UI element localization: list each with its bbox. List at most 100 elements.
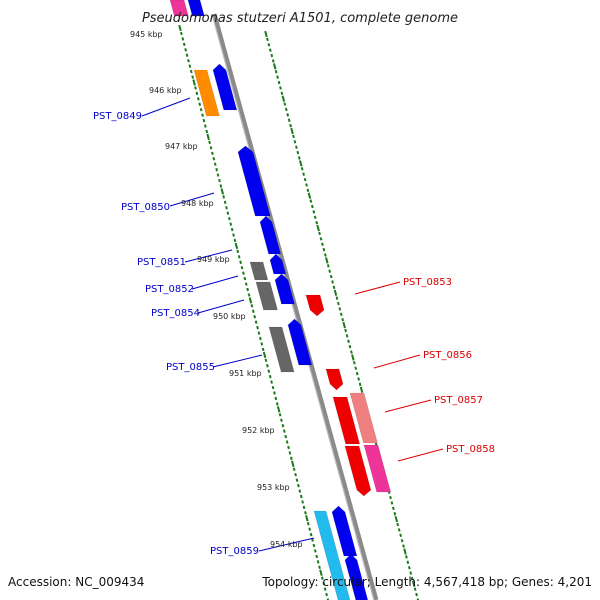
reverse-cds-pst-0856[interactable] <box>325 368 344 391</box>
gene-label-pst-0857[interactable]: PST_0857 <box>434 395 483 406</box>
major-tick <box>319 569 323 576</box>
gray-feature-pst-0851[interactable] <box>249 261 269 281</box>
minor-tick <box>282 429 286 433</box>
gene-label-pst-0851[interactable]: PST_0851 <box>137 257 186 268</box>
gene-label-pst-0855[interactable]: PST_0855 <box>166 362 215 373</box>
minor-tick <box>409 571 413 575</box>
gene-label-pst-0856[interactable]: PST_0856 <box>423 350 472 361</box>
minor-tick <box>216 173 220 177</box>
gene-label-pst-0852[interactable]: PST_0852 <box>145 284 194 295</box>
gray-feature-pst-0852[interactable] <box>255 281 278 311</box>
minor-tick <box>355 371 359 376</box>
kbp-label: 952 kbp <box>242 426 275 435</box>
minor-tick <box>191 75 195 79</box>
minor-tick <box>223 200 227 205</box>
major-tick <box>178 24 182 32</box>
minor-tick <box>322 247 326 252</box>
cyan-feature-pst-0859[interactable] <box>313 510 351 600</box>
gene-label-pst-0859[interactable]: PST_0859 <box>210 546 259 557</box>
orange-feature[interactable] <box>193 69 220 117</box>
minor-tick <box>202 118 206 123</box>
minor-tick <box>260 342 264 346</box>
minor-tick <box>188 64 192 68</box>
minor-tick <box>315 554 319 559</box>
label-leader-line <box>212 354 263 368</box>
minor-tick <box>321 242 324 246</box>
forward-cds-pst-0852[interactable] <box>274 273 295 305</box>
minor-tick <box>402 544 405 548</box>
forward-cds[interactable] <box>259 215 282 255</box>
accession-text: Accession: NC_009434 <box>8 575 144 589</box>
gene-label-pst-0854[interactable]: PST_0854 <box>151 308 200 319</box>
gene-label-pst-0849[interactable]: PST_0849 <box>93 111 142 122</box>
minor-tick <box>274 70 278 74</box>
minor-tick <box>182 42 186 47</box>
reverse-cds-pst-0853[interactable] <box>305 294 325 317</box>
label-leader-line <box>141 97 191 117</box>
forward-cds-pst-0855[interactable] <box>287 318 313 366</box>
minor-tick <box>250 304 254 308</box>
major-tick <box>342 321 346 329</box>
minor-tick <box>285 440 289 444</box>
label-leader-line <box>373 354 421 369</box>
minor-tick <box>267 43 271 47</box>
minor-tick <box>416 598 420 600</box>
minor-tick <box>287 445 290 450</box>
forward-cds-pst-0849[interactable] <box>212 63 238 111</box>
minor-tick <box>302 505 306 510</box>
minor-tick <box>257 331 261 335</box>
minor-tick <box>306 188 310 193</box>
minor-tick <box>310 204 314 209</box>
minor-tick <box>226 211 230 215</box>
minor-tick <box>357 377 361 381</box>
minor-tick <box>335 296 339 300</box>
label-leader-line <box>169 192 215 207</box>
genome-backbone-highlight <box>211 13 375 600</box>
forward-cds-pst-0851[interactable] <box>269 253 287 275</box>
minor-tick <box>302 172 305 176</box>
minor-tick <box>341 317 345 322</box>
reverse-cds-pst-0857[interactable] <box>332 396 361 445</box>
minor-tick <box>237 255 241 259</box>
minor-tick <box>281 423 285 428</box>
gray-feature-pst-0855[interactable] <box>268 326 295 373</box>
kbp-label: 950 kbp <box>213 312 246 321</box>
left-tick-track <box>178 24 330 600</box>
minor-tick <box>239 260 242 264</box>
minor-tick <box>243 276 247 281</box>
forward-cds[interactable] <box>187 0 205 17</box>
minor-tick <box>358 382 362 387</box>
minor-tick <box>181 37 185 41</box>
minor-tick <box>274 396 278 401</box>
minor-tick <box>261 347 265 352</box>
salmon-feature-pst-0857[interactable] <box>349 392 378 444</box>
minor-tick <box>227 216 231 221</box>
kbp-label: 951 kbp <box>229 369 262 378</box>
minor-tick <box>230 227 234 232</box>
minor-tick <box>304 511 307 515</box>
topology-text: Topology: circular; Length: 4,567,418 bp… <box>261 575 592 589</box>
minor-tick <box>198 102 202 106</box>
major-tick <box>307 192 312 199</box>
minor-tick <box>254 320 258 324</box>
forward-cds-pst-0850[interactable] <box>237 145 271 217</box>
pink-feature[interactable] <box>169 0 189 17</box>
gene-label-pst-0850[interactable]: PST_0850 <box>121 202 170 213</box>
label-leader-line <box>354 281 401 295</box>
minor-tick <box>350 350 353 354</box>
minor-tick <box>323 253 327 257</box>
forward-cds[interactable] <box>344 553 369 600</box>
gene-label-pst-0853[interactable]: PST_0853 <box>403 277 452 288</box>
gene-label-pst-0858[interactable]: PST_0858 <box>446 444 495 455</box>
reverse-cds-pst-0858[interactable] <box>344 445 372 497</box>
major-tick <box>276 406 281 413</box>
minor-tick <box>180 31 183 36</box>
label-leader-line <box>197 299 245 314</box>
minor-tick <box>189 69 193 74</box>
major-tick <box>305 515 309 522</box>
minor-tick <box>267 369 271 373</box>
minor-tick <box>354 366 358 370</box>
major-tick <box>291 460 295 467</box>
pink-feature-pst-0858[interactable] <box>363 444 392 493</box>
